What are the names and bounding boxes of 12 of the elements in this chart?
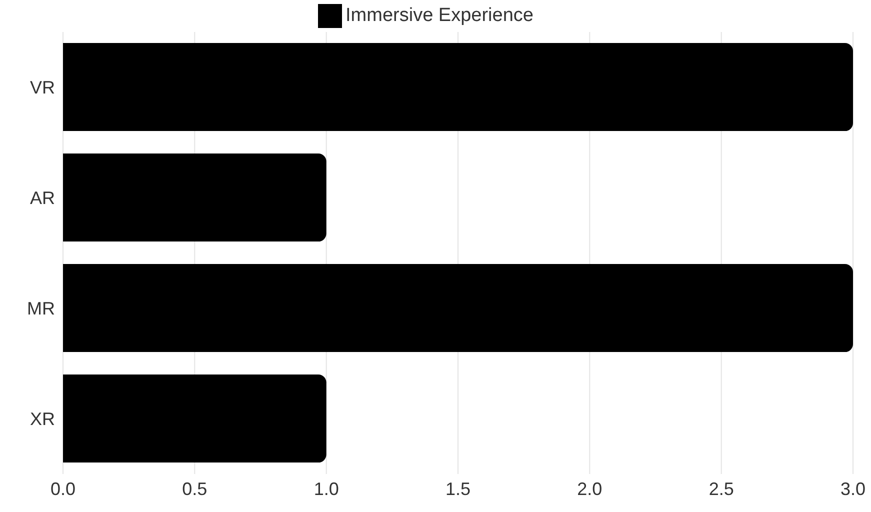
legend-label: Immersive Experience: [346, 5, 534, 26]
x-tick-label: 0.0: [50, 478, 76, 499]
y-tick-label: XR: [30, 409, 55, 430]
y-tick-label: VR: [30, 78, 55, 98]
y-tick-label: AR: [30, 188, 55, 208]
y-tick-label: MR: [27, 298, 55, 319]
x-tick-label: 1.5: [445, 478, 471, 499]
x-tick-label: 1.0: [314, 478, 339, 499]
x-tick-label: 2.0: [577, 478, 602, 499]
x-tick-label: 0.5: [182, 478, 208, 499]
x-tick-label: 2.5: [708, 478, 734, 499]
x-tick-label: 3.0: [840, 478, 866, 499]
